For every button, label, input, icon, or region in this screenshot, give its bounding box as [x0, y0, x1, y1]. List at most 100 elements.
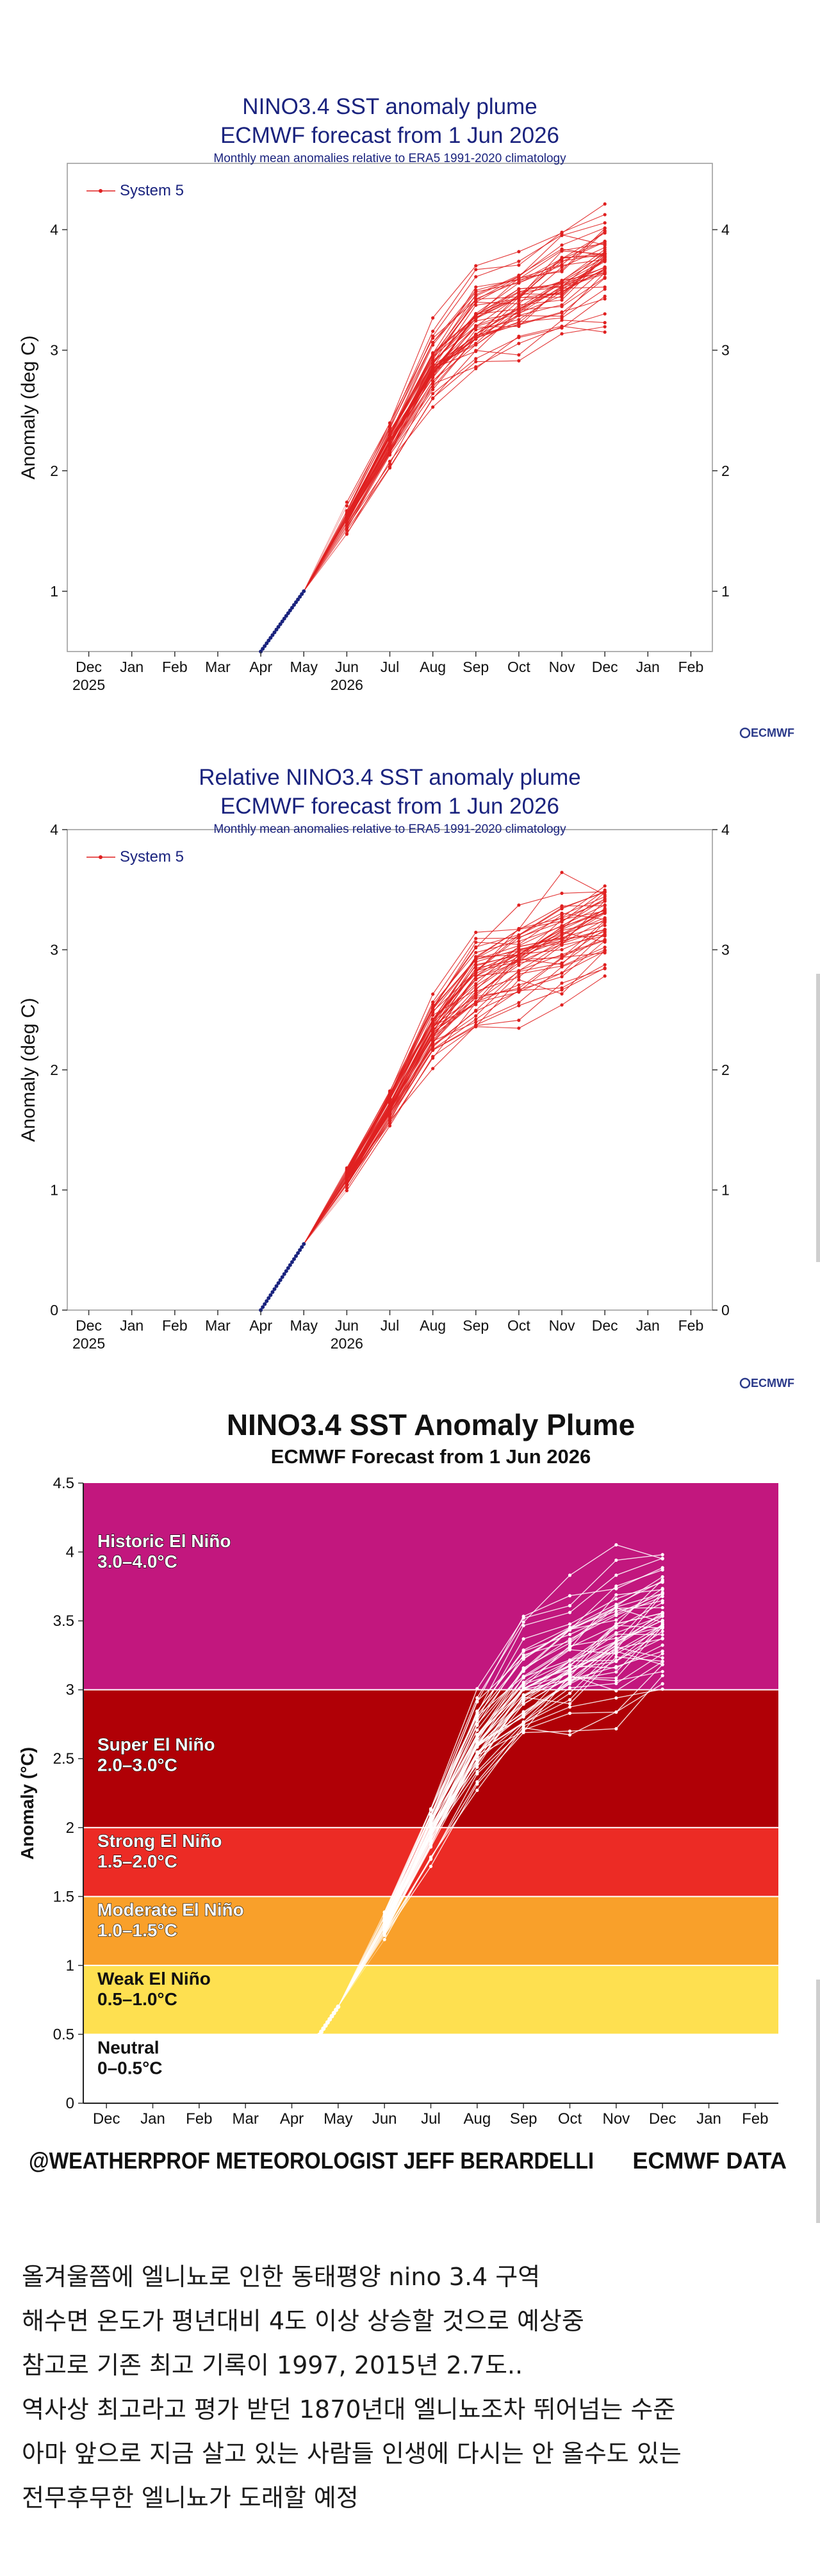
ensemble-point — [614, 1593, 618, 1597]
band-label: Moderate El Niño — [97, 1899, 244, 1919]
ensemble-point — [603, 312, 607, 316]
ensemble-point — [603, 287, 607, 291]
x-tick-label: Dec — [649, 2110, 676, 2128]
ensemble-point — [431, 1003, 435, 1006]
chart-title: Relative NINO3.4 SST anomaly plume — [199, 765, 581, 790]
ensemble-point — [521, 1693, 525, 1697]
ensemble-point — [431, 1024, 435, 1028]
ensemble-point — [560, 265, 564, 269]
observed-point — [294, 1254, 299, 1258]
ensemble-point — [517, 935, 521, 939]
ensemble-point — [603, 911, 607, 915]
fan-line — [338, 1930, 385, 2007]
caption-line: 해수면 온도가 평년대비 4도 이상 상승할 것으로 예상중 — [22, 2307, 584, 2335]
ensemble-point — [388, 443, 392, 447]
ensemble-point — [521, 1637, 525, 1641]
ensemble-point — [560, 956, 564, 960]
ensemble-point — [660, 1579, 664, 1583]
ensemble-point — [568, 1702, 572, 1705]
ensemble-point — [614, 1543, 618, 1547]
ensemble-point — [474, 969, 478, 974]
ensemble-point — [521, 1666, 525, 1670]
ensemble-point — [560, 230, 564, 234]
ensemble-point — [603, 967, 607, 971]
x-tick-label: Jul — [381, 1317, 399, 1334]
ensemble-group — [303, 871, 607, 1245]
observed-point — [261, 1305, 265, 1309]
ensemble-point — [603, 226, 607, 230]
ensemble-point — [568, 1664, 572, 1668]
ensemble-point — [474, 982, 478, 986]
ensemble-point — [560, 290, 564, 294]
ensemble-point — [517, 250, 521, 254]
ensemble-point — [603, 899, 607, 903]
ensemble-point — [603, 951, 607, 955]
ensemble-point — [660, 1592, 664, 1596]
x-tick-label: Jun — [372, 2110, 397, 2128]
ensemble-point — [660, 1568, 664, 1572]
ensemble-point — [521, 1687, 525, 1691]
ensemble-point — [517, 926, 521, 931]
x-tick-label: Jun — [335, 1317, 359, 1334]
ecmwf-logo-icon — [739, 727, 751, 739]
ensemble-point — [603, 931, 607, 935]
category-band — [83, 1896, 778, 1965]
ensemble-point — [521, 1669, 525, 1673]
legend-marker — [99, 855, 102, 859]
ensemble-point — [431, 352, 435, 356]
ensemble-point — [560, 933, 564, 937]
ensemble-point — [475, 1742, 479, 1746]
x-tick-label: Mar — [205, 1317, 231, 1334]
ensemble-point — [614, 1573, 618, 1577]
ensemble-point — [474, 974, 478, 978]
ensemble-point — [431, 396, 435, 400]
observed-point — [270, 633, 275, 637]
ensemble-point — [517, 955, 521, 958]
ensemble-point — [560, 270, 564, 274]
ensemble-point — [560, 1003, 564, 1007]
ensemble-point — [568, 1622, 572, 1626]
ensemble-point — [521, 1616, 525, 1620]
ensemble-point — [429, 1856, 433, 1860]
ensemble-point — [517, 297, 521, 301]
ensemble-point — [603, 888, 607, 892]
caption-line: 올겨울쯤에 엘니뇨로 인한 동태평양 nino 3.4 구역 — [22, 2263, 541, 2291]
y-tick-label: 3 — [66, 1682, 74, 1699]
ensemble-point — [517, 957, 521, 961]
y-axis-label: Anomaly (°C) — [17, 1747, 37, 1860]
ensemble-point — [388, 1103, 392, 1107]
ensemble-point — [517, 311, 521, 315]
scrollbar-thumb[interactable] — [816, 1980, 820, 2223]
ensemble-point — [660, 1682, 664, 1686]
ensemble-point — [660, 1652, 664, 1655]
ensemble-point — [475, 1723, 479, 1727]
x-tick-label: Aug — [463, 2110, 491, 2128]
observed-point — [286, 1266, 290, 1270]
ensemble-point — [568, 1647, 572, 1651]
ensemble-point — [603, 240, 607, 243]
ensemble-point — [475, 1765, 479, 1769]
ensemble-point — [475, 1687, 479, 1691]
y-tick-label: 0 — [50, 1302, 58, 1318]
ensemble-point — [568, 1729, 572, 1733]
x-tick-label: Oct — [507, 659, 530, 675]
ensemble-point — [474, 343, 478, 347]
fan-line — [303, 505, 347, 592]
x-tick-label: Mar — [232, 2110, 258, 2128]
ensemble-point — [560, 326, 564, 330]
ensemble-point — [517, 359, 521, 363]
y-tick-label-right: 0 — [721, 1302, 730, 1318]
ensemble-group — [338, 1543, 664, 2007]
ensemble-point — [517, 964, 521, 967]
ensemble-point — [474, 930, 478, 934]
legend-marker — [99, 189, 102, 193]
scrollbar-thumb[interactable] — [816, 974, 820, 1262]
post-caption: 올겨울쯤에 엘니뇨로 인한 동태평양 nino 3.4 구역 해수면 온도가 평… — [22, 2255, 791, 2520]
ensemble-point — [517, 969, 521, 972]
fan-line — [303, 515, 347, 592]
ensemble-point — [614, 1659, 618, 1663]
ensemble-point — [568, 1628, 572, 1632]
year-label: 2025 — [72, 1335, 105, 1352]
